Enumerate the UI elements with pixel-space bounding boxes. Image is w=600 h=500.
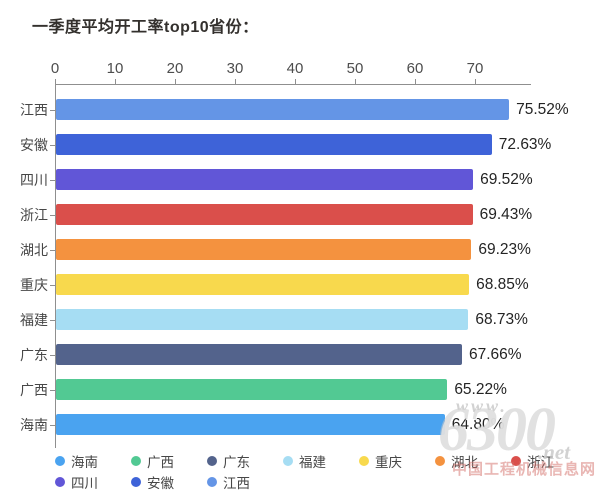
legend-item-1[interactable]: 海南 [55,452,98,470]
bar-value-label: 68.85% [476,275,529,293]
legend-swatch [359,456,369,466]
y-tick-mark [50,284,55,286]
bar-2 [56,134,492,155]
y-category-label: 浙江 [20,206,48,223]
x-tick-mark [55,79,56,84]
bar-10 [56,414,445,435]
x-tick-label: 0 [50,60,60,77]
legend-item-9[interactable]: 安徽 [131,473,174,491]
y-tick-mark [50,214,55,216]
bar-value-label: 65.22% [454,380,507,398]
legend-label: 湖北 [451,455,478,470]
x-tick-label: 20 [166,60,184,77]
bar-value-label: 68.73% [475,310,528,328]
y-tick-mark [50,354,55,356]
bar-3 [56,169,474,190]
x-tick-mark [115,79,116,84]
legend-swatch [55,456,65,466]
legend-swatch [435,456,445,466]
legend-swatch [511,456,521,466]
legend-label: 浙江 [527,455,554,470]
bar-value-label: 69.43% [479,205,533,223]
y-tick-mark [50,144,55,146]
x-tick-mark [475,79,476,84]
bar-value-label: 69.23% [478,240,531,258]
x-tick-mark [355,79,356,84]
bar-value-label: 69.52% [480,170,533,188]
x-tick-mark [295,79,296,84]
y-tick-mark [50,249,55,251]
x-tick-mark [175,79,176,84]
y-category-label: 安徽 [20,136,48,153]
y-category-label: 江西 [20,101,48,118]
y-category-label: 海南 [20,416,48,433]
legend-item-5[interactable]: 重庆 [359,452,402,470]
legend-label: 安徽 [147,476,174,491]
y-tick-mark [50,109,55,111]
legend-item-2[interactable]: 广西 [131,452,174,470]
legend-item-7[interactable]: 浙江 [511,452,554,470]
x-tick-label: 60 [406,60,424,77]
bar-4 [56,204,473,225]
y-tick-mark [50,389,55,391]
legend-label: 广东 [223,455,250,470]
bar-5 [56,239,472,260]
legend-item-10[interactable]: 江西 [207,473,250,491]
y-axis-line [55,84,56,448]
legend-label: 广西 [147,455,174,470]
bar-6 [56,274,470,295]
y-tick-mark [50,319,55,321]
x-tick-label: 70 [466,60,484,77]
bar-value-label: 72.63% [498,135,552,153]
bar-8 [56,344,462,365]
y-tick-mark [50,424,55,426]
chart-title: 一季度平均开工率top10省份： [32,19,259,36]
x-tick-label: 10 [106,60,124,77]
bar-value-label: 67.66% [468,345,522,363]
legend-swatch [207,477,217,487]
y-category-label: 重庆 [20,276,48,293]
bar-value-label: 75.52% [516,100,569,118]
legend-label: 四川 [71,476,98,491]
legend-swatch [131,477,141,487]
x-tick-label: 30 [226,60,244,77]
bar-7 [56,309,469,330]
legend-swatch [55,477,65,487]
bar-1 [56,99,510,120]
x-tick-mark [235,79,236,84]
legend-label: 海南 [71,455,98,470]
legend-item-6[interactable]: 湖北 [435,452,478,470]
bar-9 [56,379,448,400]
legend-item-4[interactable]: 福建 [283,452,326,470]
legend-label: 福建 [299,455,326,470]
y-category-label: 湖北 [20,241,48,258]
legend: 海南 广西 广东 福建 重庆 湖北 浙江四川 安徽 江西 [55,452,600,491]
legend-swatch [131,456,141,466]
y-tick-mark [50,179,55,181]
y-category-label: 广东 [20,346,48,363]
y-category-label: 四川 [20,171,48,188]
legend-swatch [283,456,293,466]
x-tick-mark [415,79,416,84]
bar-value-label: 64.80% [451,415,505,433]
legend-label: 重庆 [375,455,402,470]
legend-swatch [207,456,217,466]
x-tick-label: 50 [346,60,364,77]
legend-label: 江西 [223,476,250,491]
legend-item-8[interactable]: 四川 [55,473,98,491]
y-category-label: 广西 [20,381,48,398]
x-tick-label: 40 [286,60,304,77]
x-axis-line [55,84,531,85]
y-category-label: 福建 [20,311,48,328]
legend-item-3[interactable]: 广东 [207,452,250,470]
